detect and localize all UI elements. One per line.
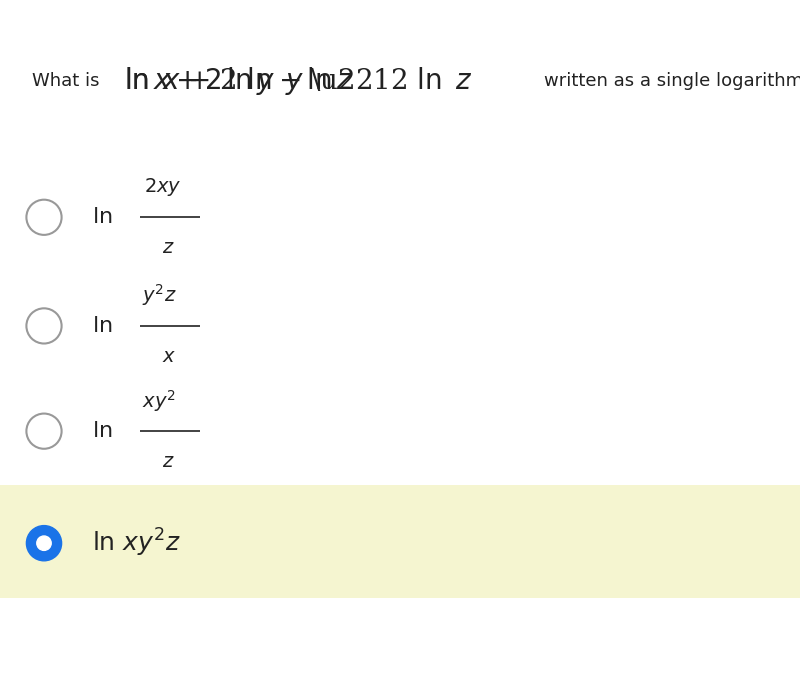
Text: $\mathbf{\ln}$ $x$ + 2 $\mathbf{\ln}$ $y$ \u2212 $\mathbf{\ln}$ $z$: $\mathbf{\ln}$ $x$ + 2 $\mathbf{\ln}$ $y… — [124, 65, 473, 98]
FancyBboxPatch shape — [0, 485, 800, 598]
Text: written as a single logarithm?: written as a single logarithm? — [544, 73, 800, 90]
Text: What is: What is — [32, 73, 99, 90]
Text: $\ln x + 2\,\ln y - \ln z$: $\ln x + 2\,\ln y - \ln z$ — [124, 65, 354, 98]
Text: $z$: $z$ — [162, 452, 175, 471]
Text: $z$: $z$ — [162, 238, 175, 257]
Text: $xy^2$: $xy^2$ — [142, 388, 175, 414]
Text: $x$: $x$ — [162, 347, 177, 366]
Text: $2xy$: $2xy$ — [144, 176, 182, 198]
Text: $\ln$: $\ln$ — [92, 316, 113, 336]
Text: $\ln$: $\ln$ — [92, 421, 113, 441]
Text: $\ln\, xy^2z$: $\ln\, xy^2z$ — [92, 527, 181, 559]
Text: $y^2z$: $y^2z$ — [142, 282, 176, 308]
Text: $\ln$: $\ln$ — [92, 207, 113, 227]
Ellipse shape — [37, 536, 51, 551]
Ellipse shape — [26, 526, 62, 561]
